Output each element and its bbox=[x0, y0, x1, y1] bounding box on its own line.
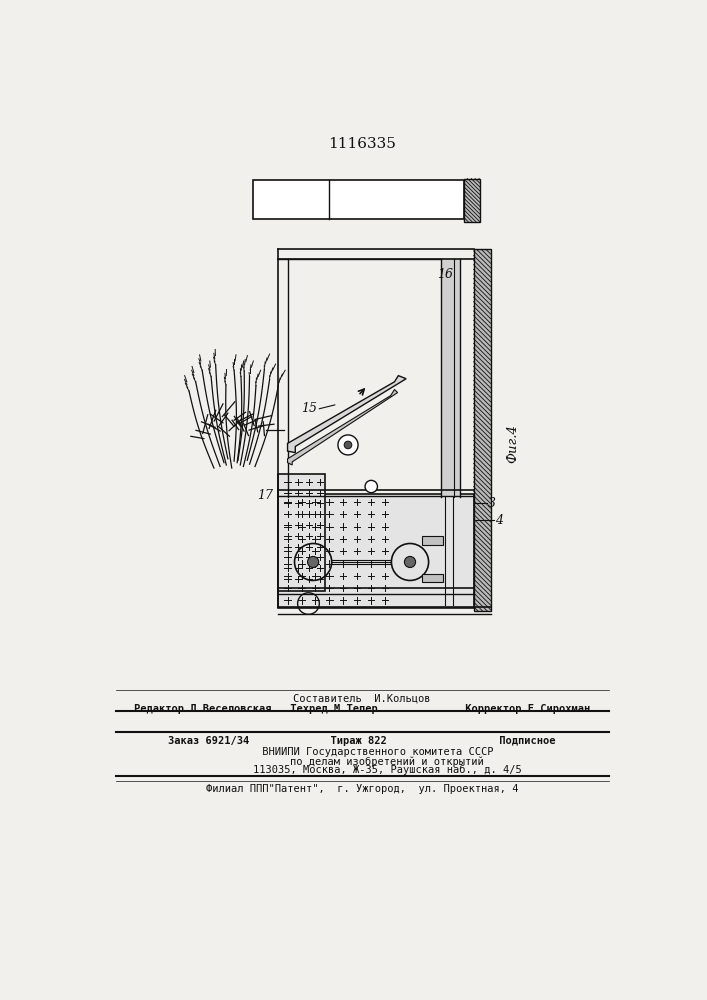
Circle shape bbox=[365, 480, 378, 493]
Text: 16: 16 bbox=[437, 267, 453, 280]
Polygon shape bbox=[288, 389, 397, 465]
Text: 1116335: 1116335 bbox=[328, 137, 396, 151]
Text: по делам изобретений и открытий: по делам изобретений и открытий bbox=[240, 756, 484, 767]
Circle shape bbox=[338, 435, 358, 455]
Text: 3: 3 bbox=[488, 497, 496, 510]
Circle shape bbox=[344, 441, 352, 449]
Bar bbox=[421, 574, 443, 582]
Bar bbox=[279, 494, 474, 608]
Bar bbox=[253, 180, 464, 219]
Text: 15: 15 bbox=[301, 402, 317, 415]
Circle shape bbox=[404, 556, 416, 568]
Bar bbox=[474, 249, 491, 611]
Text: 4: 4 bbox=[495, 514, 503, 527]
Bar bbox=[421, 536, 443, 545]
Text: Филиал ППП"Патент",  г. Ужгород,  ул. Проектная, 4: Филиал ППП"Патент", г. Ужгород, ул. Прое… bbox=[206, 784, 518, 794]
Text: 113035, Москва, Ж-35, Раушская наб., д. 4/5: 113035, Москва, Ж-35, Раушская наб., д. … bbox=[203, 765, 521, 775]
Text: ВНИИПИ Государственного комитета СССР: ВНИИПИ Государственного комитета СССР bbox=[230, 747, 493, 757]
Polygon shape bbox=[288, 376, 406, 453]
Text: Составитель  И.Кольцов: Составитель И.Кольцов bbox=[293, 694, 431, 704]
Text: 17: 17 bbox=[257, 489, 273, 502]
Text: Фиг.4: Фиг.4 bbox=[507, 424, 520, 463]
Circle shape bbox=[308, 556, 319, 568]
Bar bbox=[441, 259, 460, 497]
Bar bbox=[474, 249, 491, 611]
Text: Редактор Л.Веселовская   Техред М.Тепер              Корректор Е.Сирохман: Редактор Л.Веселовская Техред М.Тепер Ко… bbox=[134, 704, 590, 714]
Bar bbox=[464, 179, 480, 222]
Bar bbox=[279, 474, 325, 591]
Text: Заказ 6921/34             Тираж 822                  Подписное: Заказ 6921/34 Тираж 822 Подписное bbox=[168, 736, 556, 746]
Bar bbox=[464, 179, 480, 222]
